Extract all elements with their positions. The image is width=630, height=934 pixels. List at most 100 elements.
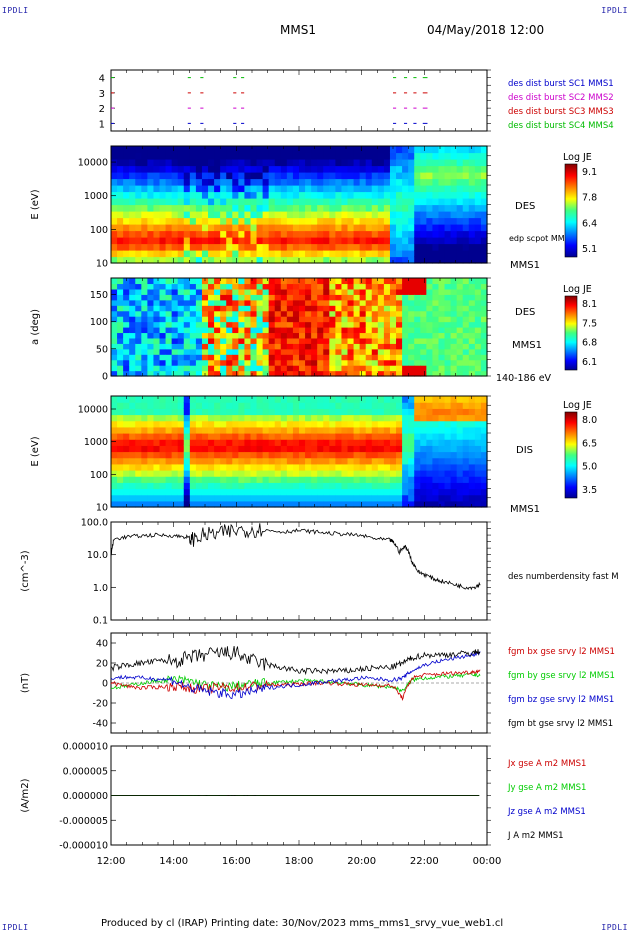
des-pitch-cell	[444, 348, 452, 355]
des-pitch-cell	[317, 294, 324, 301]
dis-energy-cell	[347, 500, 355, 508]
dis-energy-cell	[480, 482, 488, 490]
dis-energy-cell	[292, 494, 300, 502]
des-energy-cell	[238, 185, 246, 193]
des-pitch-cell	[220, 316, 227, 323]
des-pitch-cell	[359, 343, 367, 350]
des-energy-cell	[377, 146, 385, 154]
dis-energy-cell	[165, 439, 173, 446]
dis-energy-cell	[365, 414, 373, 422]
des-pitch-cell	[329, 283, 336, 290]
des-energy-cell	[292, 217, 300, 225]
des-energy-cell	[341, 224, 349, 232]
des-pitch-cell	[268, 332, 276, 339]
dis-energy-cell	[220, 439, 227, 446]
des-pitch-cell	[244, 332, 252, 339]
des-energy-cell	[286, 178, 294, 186]
des-energy-cell	[208, 217, 215, 225]
des-pitch-cell	[383, 278, 391, 285]
des-energy-cell	[329, 256, 336, 264]
des-pitch-colorbar	[564, 295, 578, 371]
dis-energy-cell	[408, 414, 415, 422]
dis-energy-cell	[208, 445, 215, 453]
dis-energy-cell	[426, 482, 434, 490]
dis-energy-cell	[244, 414, 252, 422]
des-pitch-cell	[244, 294, 252, 301]
des-pitch-cell	[256, 337, 264, 344]
des-energy-cell	[389, 146, 397, 154]
des-energy-cell	[141, 211, 148, 219]
des-pitch-cell	[371, 294, 379, 301]
des-pitch-cell	[341, 359, 349, 366]
dis-energy-cell	[432, 426, 440, 434]
des-pitch-cell	[220, 278, 227, 285]
des-energy-cell	[292, 172, 300, 180]
dis-energy-cell	[165, 426, 173, 434]
des-pitch-cell	[238, 278, 246, 285]
des-pitch-cell	[335, 321, 343, 328]
des-energy-cell	[201, 159, 209, 167]
des-pitch-cell	[159, 359, 167, 366]
dis-energy-cell	[268, 396, 276, 403]
des-energy-cell	[438, 178, 446, 186]
dis-energy-cell	[414, 463, 421, 471]
dis-energy-cell	[353, 433, 361, 440]
dis-energy-ylabel: E (eV)	[30, 436, 41, 466]
des-pitch-cell	[402, 278, 409, 285]
dis-energy-cell	[347, 476, 355, 483]
des-pitch-cell	[359, 321, 367, 328]
des-energy-cell	[153, 191, 161, 199]
des-pitch-cell	[232, 343, 239, 350]
dis-energy-cell	[165, 433, 173, 440]
des-energy-cell	[208, 237, 215, 245]
des-energy-cell	[335, 230, 343, 238]
des-pitch-cell	[426, 294, 434, 301]
des-energy-cell	[214, 159, 221, 167]
des-pitch-cell	[377, 294, 385, 301]
dis-energy-cell	[408, 451, 415, 459]
des-pitch-cell	[171, 370, 179, 377]
dis-energy-cell	[280, 463, 288, 471]
dis-energy-cell	[123, 482, 130, 490]
des-energy-cell	[238, 178, 246, 186]
dis-energy-cell	[220, 482, 227, 490]
des-pitch-cell	[129, 370, 136, 377]
des-pitch-cell	[208, 365, 215, 372]
des-pitch-cell	[117, 316, 124, 323]
des-pitch-cell	[280, 288, 288, 295]
dis-energy-cell	[389, 420, 397, 428]
dis-energy-cell	[311, 402, 318, 409]
des-energy-cell	[450, 224, 458, 232]
des-pitch-cell	[165, 348, 173, 355]
des-pitch-cell	[474, 294, 482, 301]
dis-energy-cell	[414, 396, 421, 403]
des-pitch-cell	[359, 288, 367, 295]
dis-energy-cell	[480, 476, 488, 483]
des-energy-cell	[408, 230, 415, 238]
des-energy-cell	[389, 185, 397, 193]
des-pitch-cell	[111, 316, 118, 323]
des-pitch-cell	[396, 305, 403, 312]
des-pitch-cell	[474, 299, 482, 306]
des-energy-cell	[135, 152, 142, 160]
dis-energy-cell	[329, 402, 336, 409]
dis-energy-cell	[396, 457, 403, 465]
dis-energy-cell	[347, 470, 355, 477]
des-energy-cell	[141, 152, 148, 160]
des-energy-cell	[286, 165, 294, 173]
des-pitch-cell	[402, 316, 409, 323]
time-axis-tick-label: 14:00	[159, 856, 188, 867]
des-energy-cell	[153, 250, 161, 258]
dis-energy-cell	[317, 420, 324, 428]
des-energy-cell	[177, 243, 185, 251]
des-energy-cell	[147, 185, 155, 193]
des-pitch-cell	[244, 321, 252, 328]
des-energy-cell	[280, 191, 288, 199]
des-energy-cell	[195, 191, 203, 199]
des-pitch-cell	[214, 299, 221, 306]
dis-energy-cell	[450, 420, 458, 428]
des-pitch-cell	[480, 310, 488, 317]
des-pitch-cell	[238, 294, 246, 301]
dis-energy-cell	[177, 426, 185, 434]
des-pitch-cell	[414, 332, 421, 339]
